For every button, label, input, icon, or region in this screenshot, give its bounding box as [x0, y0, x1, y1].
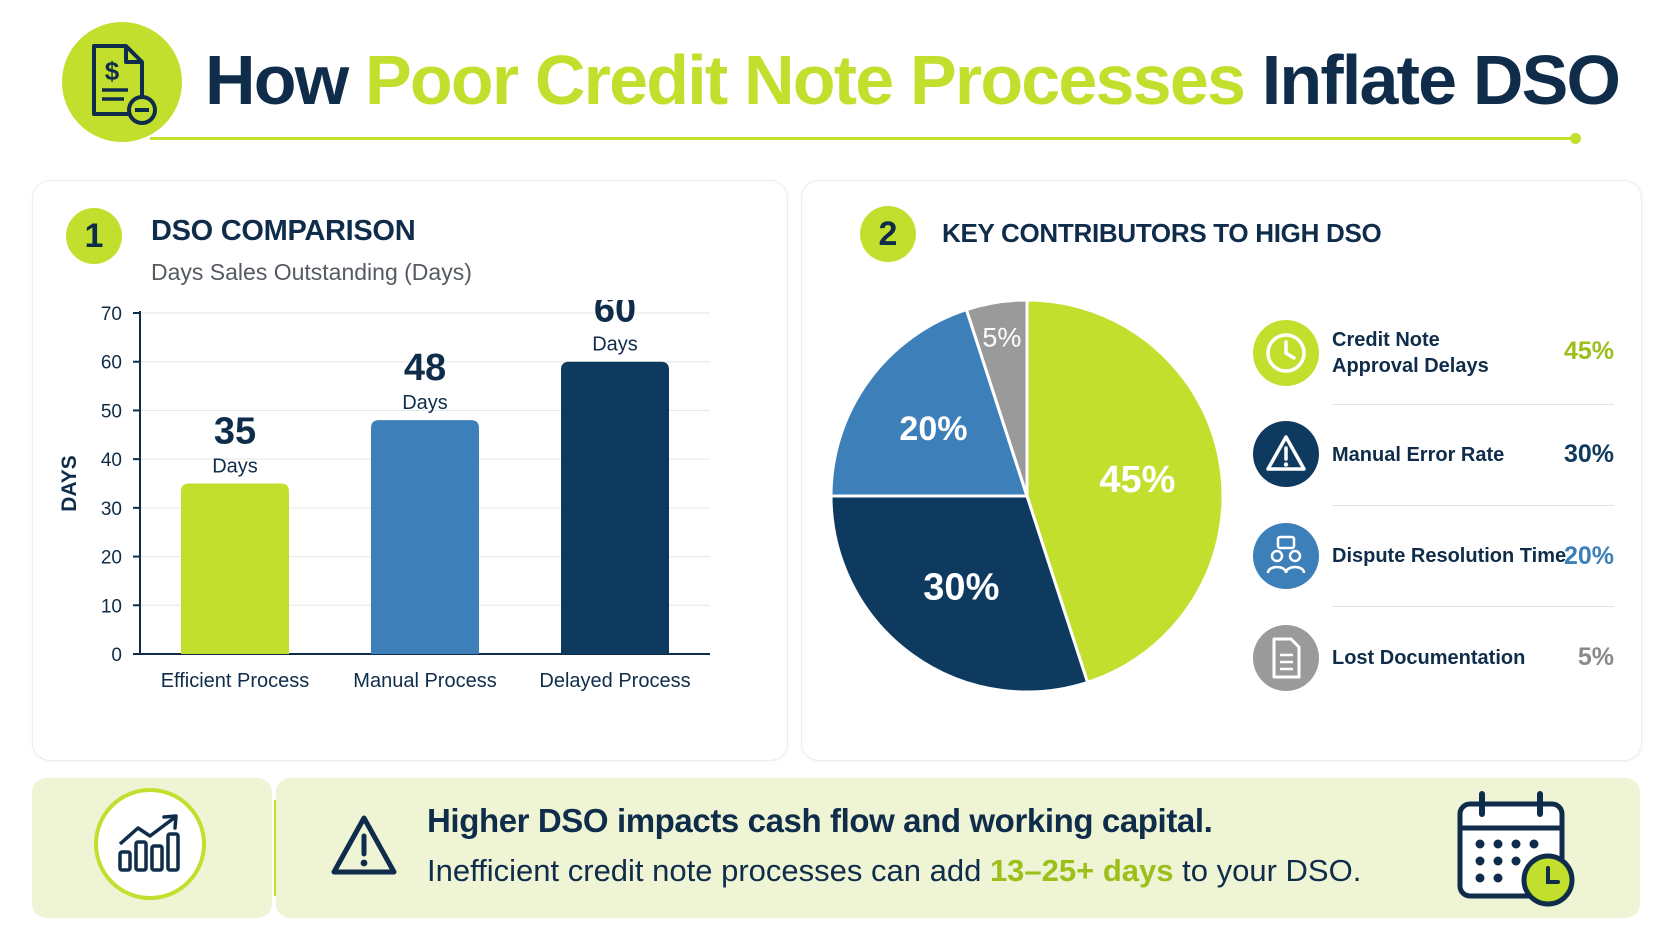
page-title: How Poor Credit Note Processes Inflate D… [205, 40, 1621, 120]
pie-slice-label: 30% [923, 567, 999, 609]
legend-icon-credit-note [1253, 320, 1319, 386]
bar [371, 420, 479, 654]
legend-label-manual-error: Manual Error Rate [1332, 444, 1505, 466]
contributors-pie-chart: 45% 30% 20% 5% [829, 298, 1225, 694]
pie-slice [829, 494, 1090, 694]
warning-triangle-icon [331, 815, 397, 875]
warning-icon [1266, 435, 1306, 471]
dso-bar-chart: 0 10 20 30 40 50 60 70 DAYS 35 Days Efficient Proce… [58, 300, 710, 692]
bar-unit-label: Days [402, 392, 448, 414]
bar [181, 483, 289, 654]
banner-subtext: Inefficient credit note processes can ad… [427, 853, 1361, 889]
svg-text:$: $ [105, 56, 120, 86]
bar-value-label: 48 [404, 347, 446, 389]
step-badge-1: 1 [66, 208, 122, 264]
banner-subtext-part-2: to your DSO. [1173, 853, 1362, 888]
x-tick-label: Manual Process [353, 670, 496, 692]
y-tick-label: 10 [101, 596, 122, 617]
pie-slice [1025, 298, 1225, 684]
bar-unit-label: Days [212, 456, 258, 478]
legend-icon-lost-docs [1253, 625, 1319, 691]
y-axis-label: DAYS [58, 455, 81, 511]
panel-1-subtitle: Days Sales Outstanding (Days) [151, 259, 472, 285]
y-tick-label: 0 [111, 645, 122, 666]
legend-label-line-1: Credit Note [1332, 329, 1440, 351]
bar-value-label: 60 [594, 300, 636, 331]
legend-divider [1332, 505, 1614, 506]
pie-slice [829, 308, 1029, 498]
pie-slice-label: 5% [982, 323, 1021, 353]
legend-label-line-2: Approval Delays [1332, 355, 1489, 377]
y-tick-label: 60 [101, 353, 122, 374]
legend-icon-manual-error [1253, 421, 1319, 487]
banner-subtext-highlight: 13–25+ days [989, 853, 1174, 888]
panel-2-title: KEY CONTRIBUTORS TO HIGH DSO [942, 218, 1382, 248]
title-highlight: Poor Credit Note Processes [365, 41, 1246, 119]
pie-slice [964, 298, 1029, 498]
y-tick-label: 40 [101, 450, 122, 471]
step-badge-2: 2 [860, 206, 916, 262]
y-tick-label: 30 [101, 499, 122, 520]
document-icon [1272, 637, 1301, 679]
legend-divider [1332, 606, 1614, 607]
y-tick-label: 20 [101, 548, 122, 569]
panel-1-title: DSO COMPARISON [151, 215, 416, 247]
title-part-2: Inflate DSO [1244, 41, 1621, 119]
header-badge: $ [62, 22, 182, 142]
legend-icon-dispute [1253, 523, 1319, 589]
calendar-clock-icon [1457, 791, 1575, 907]
legend-divider [1332, 404, 1614, 405]
invoice-document-icon: $ [92, 44, 157, 125]
bar-unit-label: Days [592, 334, 638, 356]
legend-label-dispute: Dispute Resolution Time [1332, 545, 1567, 567]
legend-label-credit-note: Credit Note Approval Delays [1332, 327, 1489, 379]
banner-subtext-part-1: Inefficient credit note processes can ad… [427, 853, 990, 888]
banner-headline: Higher DSO impacts cash flow and working… [427, 802, 1213, 839]
pie-slice-label: 45% [1099, 459, 1175, 501]
banner-main-block [276, 778, 1640, 918]
y-tick-label: 70 [101, 304, 122, 325]
banner-divider [274, 800, 276, 896]
x-tick-label: Delayed Process [539, 670, 690, 692]
bar [561, 361, 669, 654]
legend-pct-dispute: 20% [1563, 542, 1614, 570]
legend-pct-manual-error: 30% [1563, 440, 1614, 468]
y-tick-label: 50 [101, 401, 122, 422]
legend-label-lost-docs: Lost Documentation [1332, 647, 1526, 669]
title-part-1: How [205, 41, 366, 119]
header-underline [150, 137, 1576, 140]
people-chat-icon [1266, 535, 1306, 574]
x-tick-label: Efficient Process [161, 670, 310, 692]
bar-value-label: 35 [214, 411, 256, 453]
trend-chart-icon [118, 814, 180, 872]
header-underline-dot [1570, 133, 1581, 144]
clock-icon [1266, 333, 1306, 373]
legend-pct-credit-note: 45% [1563, 337, 1614, 365]
pie-slice-label: 20% [899, 410, 967, 448]
trend-badge [94, 788, 206, 900]
legend-pct-lost-docs: 5% [1577, 643, 1614, 671]
